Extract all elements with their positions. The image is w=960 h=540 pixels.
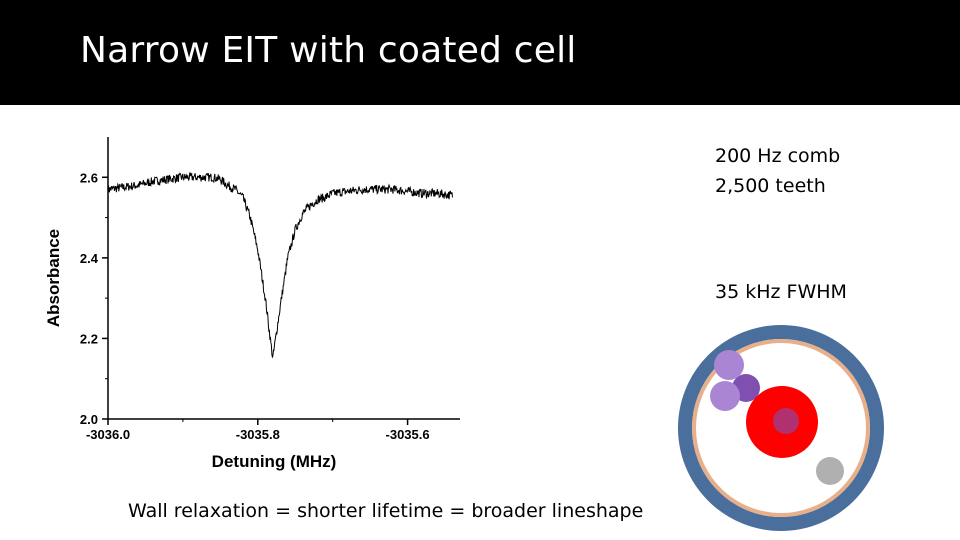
y-tick-label: 2.0 bbox=[80, 412, 98, 427]
atom-particle bbox=[714, 350, 744, 380]
comb-note: 200 Hz comb bbox=[715, 145, 841, 167]
teeth-note: 2,500 teeth bbox=[715, 175, 826, 197]
atom-core bbox=[773, 408, 799, 434]
y-axis-label: Absorbance bbox=[44, 229, 63, 327]
cell-outer-wall bbox=[678, 325, 884, 531]
y-tick-label: 2.4 bbox=[80, 251, 99, 266]
coated-cell-illustration bbox=[678, 325, 884, 531]
absorbance-series-line bbox=[107, 172, 453, 359]
x-tick-label: -3035.6 bbox=[386, 427, 430, 442]
fwhm-note: 35 kHz FWHM bbox=[715, 281, 847, 303]
x-tick-label: -3035.8 bbox=[236, 427, 280, 442]
caption: Wall relaxation = shorter lifetime = bro… bbox=[128, 500, 644, 522]
slide-title: Narrow EIT with coated cell bbox=[80, 30, 577, 71]
y-tick-label: 2.6 bbox=[80, 170, 98, 185]
atom-particle bbox=[816, 457, 844, 485]
absorbance-chart: 2.0 2.2 2.4 2.6 -3036.0 -3035.8 -3035.6 Detunin… bbox=[44, 137, 460, 471]
atom-particle bbox=[710, 381, 740, 411]
x-tick-label: -3036.0 bbox=[86, 427, 130, 442]
comb-notes: 200 Hz comb 2,500 teeth bbox=[715, 141, 840, 201]
y-tick-label: 2.2 bbox=[80, 331, 98, 346]
title-bar: Narrow EIT with coated cell bbox=[0, 0, 960, 105]
x-axis-label: Detuning (MHz) bbox=[212, 452, 337, 471]
